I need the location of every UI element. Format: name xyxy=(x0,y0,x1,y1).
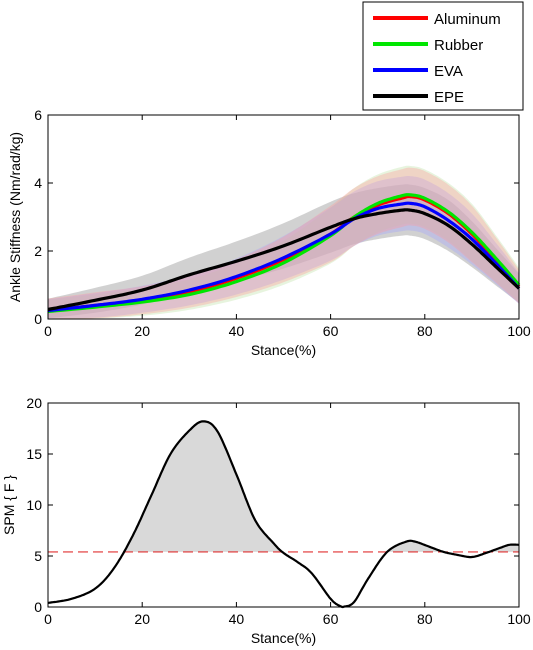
spm-xtick-label: 0 xyxy=(44,611,52,627)
stiffness-y-axis-label: Ankle Stiffness (Nm/rad/kg) xyxy=(7,132,23,302)
stiffness-lines xyxy=(47,193,521,314)
stiffness-axes-box xyxy=(47,114,520,320)
spm-ytick-label: 15 xyxy=(26,446,42,462)
spm-ytick-label: 20 xyxy=(26,395,42,411)
stiffness-x-axis-label: Stance(%) xyxy=(251,342,316,358)
spm-ytick-label: 0 xyxy=(34,599,42,615)
spm-ytick-label: 10 xyxy=(26,497,42,513)
spm-xtick-label: 100 xyxy=(507,611,531,627)
spm-xtick-label: 40 xyxy=(229,611,245,627)
spm-y-axis-label: SPM { F } xyxy=(1,475,17,535)
band-epe xyxy=(48,184,519,319)
legend-label-aluminum: Aluminum xyxy=(434,11,501,28)
spm-xtick-label: 20 xyxy=(134,611,150,627)
stiffness-ytick-label: 2 xyxy=(34,243,42,259)
stiffness-ytick-label: 0 xyxy=(34,311,42,327)
stiffness-xtick-label: 60 xyxy=(323,323,339,339)
stiffness-ytick-label: 6 xyxy=(34,107,42,123)
series-line-rubber xyxy=(47,193,521,314)
stiffness-xtick-label: 40 xyxy=(229,323,245,339)
legend-label-eva: EVA xyxy=(434,63,463,80)
series-line-eva xyxy=(47,201,521,313)
stiffness-xtick-label: 0 xyxy=(44,323,52,339)
series-line-epe xyxy=(47,208,521,312)
spm-ytick-label: 5 xyxy=(34,548,42,564)
stiffness-chart: 0 20 40 60 80 100 0 2 4 6 Stance(%) Ankle Stiffne… xyxy=(7,107,531,358)
legend-label-rubber: Rubber xyxy=(434,37,483,54)
stiffness-ytick-label: 4 xyxy=(34,175,42,191)
stiffness-ticks: 0 20 40 60 80 100 0 2 4 6 xyxy=(34,107,531,339)
spm-ticks: 0 20 40 60 80 100 0 5 10 15 20 xyxy=(26,395,530,627)
legend: Aluminum Rubber EVA EPE xyxy=(362,1,524,111)
spm-chart: 0 20 40 60 80 100 0 5 10 15 20 Stance(%) SPM { F } xyxy=(1,395,531,646)
stiffness-xtick-label: 20 xyxy=(134,323,150,339)
legend-label-epe: EPE xyxy=(434,89,464,106)
stiffness-xtick-label: 100 xyxy=(507,323,531,339)
spm-axes-box xyxy=(47,402,520,608)
spm-xtick-label: 60 xyxy=(323,611,339,627)
spm-x-axis-label: Stance(%) xyxy=(251,630,316,646)
spm-suprathreshold-fill xyxy=(124,421,519,552)
spm-curve xyxy=(47,420,519,609)
stiffness-xtick-label: 80 xyxy=(417,323,433,339)
spm-xtick-label: 80 xyxy=(417,611,433,627)
